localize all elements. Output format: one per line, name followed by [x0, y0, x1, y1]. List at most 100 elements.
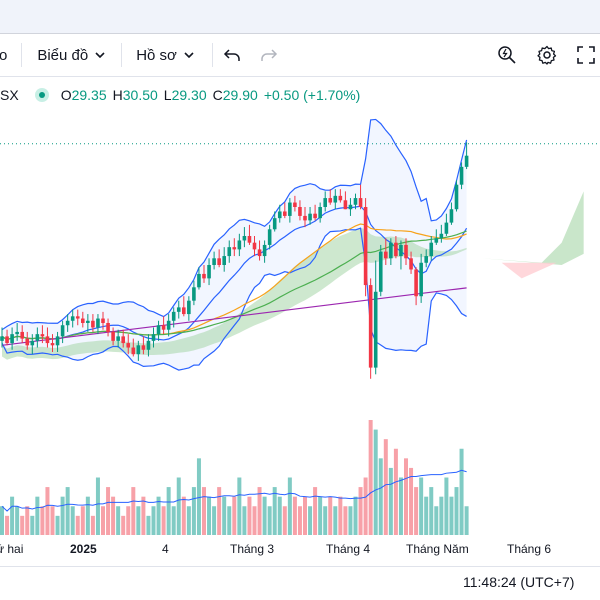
candle-body	[146, 340, 151, 350]
candle-body	[10, 334, 14, 344]
chart-menu-button[interactable]: Biểu đồ	[37, 34, 105, 76]
candle-body	[202, 273, 206, 279]
candle-body	[429, 242, 434, 257]
close-label: C	[212, 87, 223, 103]
candle-body	[373, 291, 378, 368]
volume-bar	[101, 506, 105, 535]
quick-search-button[interactable]	[491, 34, 523, 76]
volume-bar	[252, 506, 257, 535]
volume-bar	[25, 506, 30, 535]
candle-body	[232, 247, 237, 250]
candle-body	[131, 347, 136, 355]
x-axis-label: Tháng 4	[326, 542, 371, 556]
volume-bar	[141, 496, 146, 535]
candle-body	[197, 273, 201, 288]
candle-body	[116, 336, 120, 341]
candle-body	[272, 218, 277, 230]
settings-button[interactable]	[531, 34, 563, 76]
undo-button[interactable]	[216, 34, 248, 76]
candle-body	[20, 331, 24, 339]
fullscreen-button[interactable]	[570, 34, 600, 76]
chevron-down-icon	[184, 49, 194, 61]
volume-bar	[60, 496, 65, 535]
candle-body	[308, 213, 312, 221]
volume-bar	[161, 506, 166, 535]
volume-bar	[398, 477, 403, 535]
candle-body	[0, 336, 4, 341]
candle-body	[247, 236, 252, 243]
volume-bar	[313, 487, 318, 535]
volume-bar	[151, 506, 156, 535]
candle-body	[101, 318, 105, 323]
bollinger-middle-line	[1, 205, 468, 341]
undo-icon	[223, 49, 240, 61]
candle-body	[303, 215, 307, 221]
price-chart[interactable]	[0, 110, 600, 540]
partial-menu-label[interactable]: o	[0, 34, 7, 76]
candle-body	[161, 325, 166, 330]
x-axis-label: Tháng 3	[230, 542, 275, 556]
candle-body	[126, 343, 131, 348]
candle-body	[242, 236, 247, 241]
volume-bar	[358, 487, 363, 535]
clock-timezone[interactable]: 11:48:24 (UTC+7)	[463, 574, 575, 590]
volume-bar	[262, 496, 267, 535]
volume-bar	[5, 515, 10, 535]
symbol-name[interactable]: SX	[0, 87, 19, 103]
volume-bar	[181, 496, 186, 535]
volume-bar	[338, 496, 343, 535]
candle-body	[404, 244, 408, 259]
volume-bar	[449, 496, 454, 535]
toolbar-separator	[121, 43, 123, 67]
candle-body	[454, 184, 459, 210]
candle-body	[91, 320, 95, 328]
candle-body	[141, 345, 146, 350]
candle-body	[434, 238, 439, 243]
profile-menu-button[interactable]: Hồ sơ	[136, 34, 194, 76]
bollinger-lower-line	[1, 227, 467, 371]
candle-body	[394, 242, 398, 257]
future-cloud-red	[501, 262, 557, 279]
toolbar-separator	[211, 43, 213, 67]
volume-bar	[404, 458, 408, 535]
candle-body	[368, 285, 373, 368]
volume-bar	[414, 487, 419, 535]
bollinger-upper-line	[1, 118, 468, 331]
ohlc-legend: SX O 29.35 H 30.50 L 29.30 C 29.90 +0.50 (+1…	[0, 84, 360, 106]
redo-button[interactable]	[253, 34, 285, 76]
candle-body	[313, 213, 317, 219]
volume-bar	[20, 515, 25, 535]
market-status-icon	[34, 88, 49, 102]
close-value: 29.90	[222, 87, 258, 103]
candle-body	[439, 233, 444, 239]
candle-body	[288, 202, 292, 216]
candle-body	[15, 331, 19, 335]
candle-body	[293, 202, 297, 207]
candle-body	[459, 166, 464, 185]
volume-bar	[237, 477, 242, 535]
candle-body	[136, 345, 141, 355]
candle-body	[65, 320, 70, 326]
candle-body	[227, 247, 232, 257]
volume-bar	[363, 477, 368, 535]
volume-bar	[35, 496, 40, 535]
low-value: 29.30	[171, 87, 207, 103]
change-value: +0.50 (+1.70%)	[263, 87, 361, 103]
candle-body	[348, 204, 353, 210]
redo-icon	[261, 49, 278, 61]
candle-body	[40, 334, 45, 337]
open-value: 29.35	[71, 87, 107, 103]
candle-body	[414, 269, 418, 297]
volume-bar	[318, 496, 323, 535]
x-axis-label: 4	[162, 542, 169, 556]
candle-body	[5, 336, 9, 344]
candle-body	[409, 258, 413, 270]
volume-bar	[287, 477, 292, 535]
volume-bar	[303, 496, 307, 535]
candle-body	[384, 251, 388, 259]
volume-bar	[328, 496, 333, 535]
volume-bar	[40, 506, 45, 535]
candle-body	[55, 336, 60, 346]
candle-body	[333, 195, 338, 203]
partial-menu-text: o	[0, 46, 8, 64]
